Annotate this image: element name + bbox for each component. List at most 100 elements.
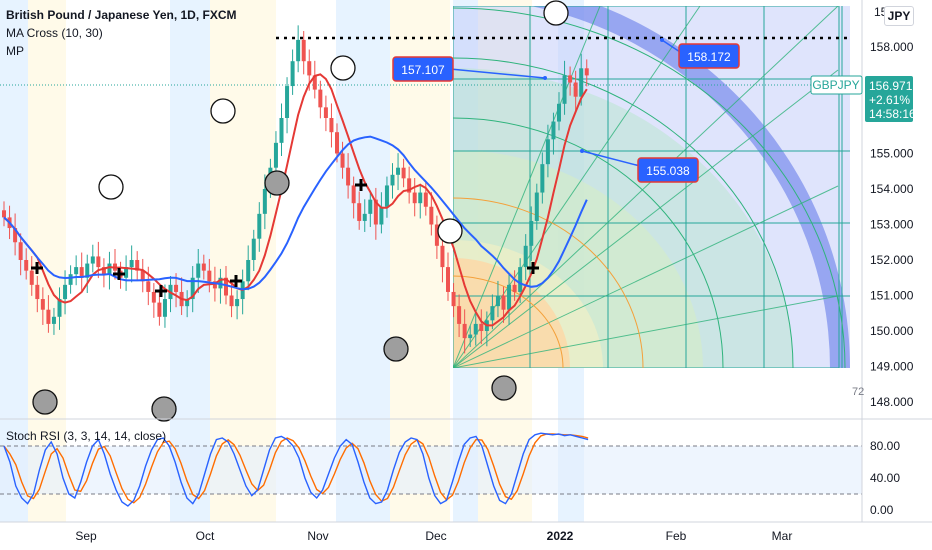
candle-body-15 bbox=[85, 263, 90, 278]
candle-body-7 bbox=[40, 299, 45, 310]
callout-157-text: 157.107 bbox=[401, 63, 445, 77]
symbol-tag[interactable]: GBPJPY bbox=[810, 75, 863, 95]
candle-body-33 bbox=[185, 299, 190, 307]
candle-body-8 bbox=[46, 309, 51, 324]
candle-body-16 bbox=[90, 256, 95, 264]
mp-circle-0 bbox=[98, 174, 124, 200]
candle-body-37 bbox=[207, 270, 212, 282]
candle-body-98 bbox=[545, 139, 550, 165]
candle-body-74 bbox=[412, 192, 417, 204]
callout-155-text: 155.038 bbox=[646, 164, 690, 178]
gann-fan-line-2 bbox=[453, 185, 839, 368]
candle-body-69 bbox=[384, 185, 389, 207]
candle-body-78 bbox=[434, 224, 439, 246]
candle-body-40 bbox=[224, 277, 228, 296]
ma-slow-line bbox=[3, 135, 588, 291]
last-price-tag[interactable]: 156.971 +2.61% 14:58:16 bbox=[865, 76, 916, 122]
price-tick-0: 148.000 bbox=[870, 395, 914, 409]
gann-arc-4 bbox=[453, 7, 846, 368]
mp-circles bbox=[32, 0, 569, 422]
candle-body-28 bbox=[157, 302, 162, 317]
ma-cross-marker-5 bbox=[527, 262, 539, 274]
candle-body-46 bbox=[257, 213, 262, 239]
candle-body-66 bbox=[368, 199, 373, 214]
gann-grid-lines bbox=[453, 6, 850, 368]
time-tick-5: Feb bbox=[666, 529, 687, 543]
callout-158-text: 158.172 bbox=[687, 50, 731, 64]
candle-body-54 bbox=[301, 39, 306, 62]
mp-circle-9 bbox=[491, 375, 517, 401]
candle-body-3 bbox=[18, 242, 23, 260]
candle-body-4 bbox=[24, 260, 29, 271]
callout-158[interactable]: 158.172 bbox=[660, 38, 740, 69]
currency-button[interactable]: JPY bbox=[884, 6, 914, 26]
candle-body-62 bbox=[346, 167, 351, 186]
callout-158-leader bbox=[661, 39, 681, 53]
gann-arc-0 bbox=[453, 275, 564, 368]
candle-body-35 bbox=[196, 263, 201, 278]
time-axis[interactable]: Sep Oct Nov Dec 2022 Feb Mar bbox=[75, 529, 792, 543]
candle-body-64 bbox=[357, 203, 362, 221]
candle-body-34 bbox=[190, 277, 195, 300]
candle-body-25 bbox=[140, 270, 145, 282]
candlesticks bbox=[2, 25, 589, 354]
candle-body-0 bbox=[2, 210, 6, 218]
price-tick-2: 150.000 bbox=[870, 324, 914, 338]
price-axis[interactable]: 148.000 149.000 150.000 151.000 152.000 153.0… bbox=[870, 40, 914, 409]
ma-cross-marker-4 bbox=[355, 179, 367, 191]
callout-155-leader bbox=[581, 150, 641, 167]
callout-155-box bbox=[637, 157, 699, 183]
stoch-axis[interactable]: 0.00 40.00 80.00 bbox=[870, 439, 900, 517]
mp-circle-1 bbox=[210, 98, 236, 124]
candle-body-99 bbox=[551, 121, 556, 140]
symbol-title[interactable]: British Pound / Japanese Yen, 1D, FXCM bbox=[6, 8, 237, 22]
time-tick-6: Mar bbox=[772, 529, 793, 543]
candle-body-26 bbox=[146, 281, 151, 292]
candle-body-18 bbox=[101, 267, 106, 275]
stoch-k-line bbox=[3, 432, 589, 507]
background-band-3 bbox=[210, 0, 276, 522]
candle-body-27 bbox=[151, 291, 156, 303]
candle-body-91 bbox=[507, 284, 512, 310]
candle-body-36 bbox=[201, 263, 206, 271]
candle-body-65 bbox=[362, 213, 367, 221]
time-tick-4: 2022 bbox=[547, 529, 574, 543]
candle-body-95 bbox=[529, 220, 534, 246]
bar-countdown: 14:58:16 bbox=[869, 107, 916, 121]
price-tick-4: 152.000 bbox=[870, 253, 914, 267]
candle-body-29 bbox=[162, 299, 167, 317]
candle-body-90 bbox=[501, 295, 506, 310]
candle-body-77 bbox=[429, 206, 434, 225]
candle-body-52 bbox=[290, 61, 295, 87]
candle-body-79 bbox=[440, 245, 445, 268]
ma-cross-marker-3 bbox=[230, 275, 242, 287]
time-tick-1: Oct bbox=[196, 529, 215, 543]
indicator-ma-cross[interactable]: MA Cross (10, 30) bbox=[6, 26, 103, 40]
time-tick-0: Sep bbox=[75, 529, 97, 543]
last-price-tag-bg bbox=[865, 76, 913, 122]
background-band-4 bbox=[336, 0, 390, 522]
stoch-rsi-panel bbox=[0, 432, 862, 507]
candle-body-50 bbox=[279, 118, 284, 143]
indicator-mp[interactable]: MP bbox=[6, 44, 24, 58]
candle-body-57 bbox=[318, 89, 323, 108]
callout-158-anchor bbox=[660, 38, 664, 42]
callout-157[interactable]: 157.107 bbox=[392, 56, 547, 82]
stoch-rsi-legend[interactable]: Stoch RSI (3, 3, 14, 14, close) bbox=[6, 429, 167, 443]
callout-155[interactable]: 155.038 bbox=[580, 149, 699, 183]
background-band-5 bbox=[390, 0, 450, 522]
candle-body-67 bbox=[373, 199, 378, 225]
gann-fan-line-0 bbox=[453, 6, 839, 368]
candle-body-85 bbox=[473, 323, 478, 335]
price-tick-7: 155.000 bbox=[870, 147, 914, 161]
gann-fan-overlay bbox=[453, 6, 850, 368]
candle-body-86 bbox=[479, 323, 484, 331]
callout-157-anchor bbox=[543, 76, 547, 80]
mp-circle-5 bbox=[32, 389, 58, 415]
candle-body-94 bbox=[523, 245, 528, 268]
candle-body-82 bbox=[457, 306, 462, 324]
background-band-0 bbox=[0, 0, 28, 522]
candle-body-96 bbox=[534, 192, 539, 221]
gann-fan-line-1 bbox=[453, 69, 839, 368]
